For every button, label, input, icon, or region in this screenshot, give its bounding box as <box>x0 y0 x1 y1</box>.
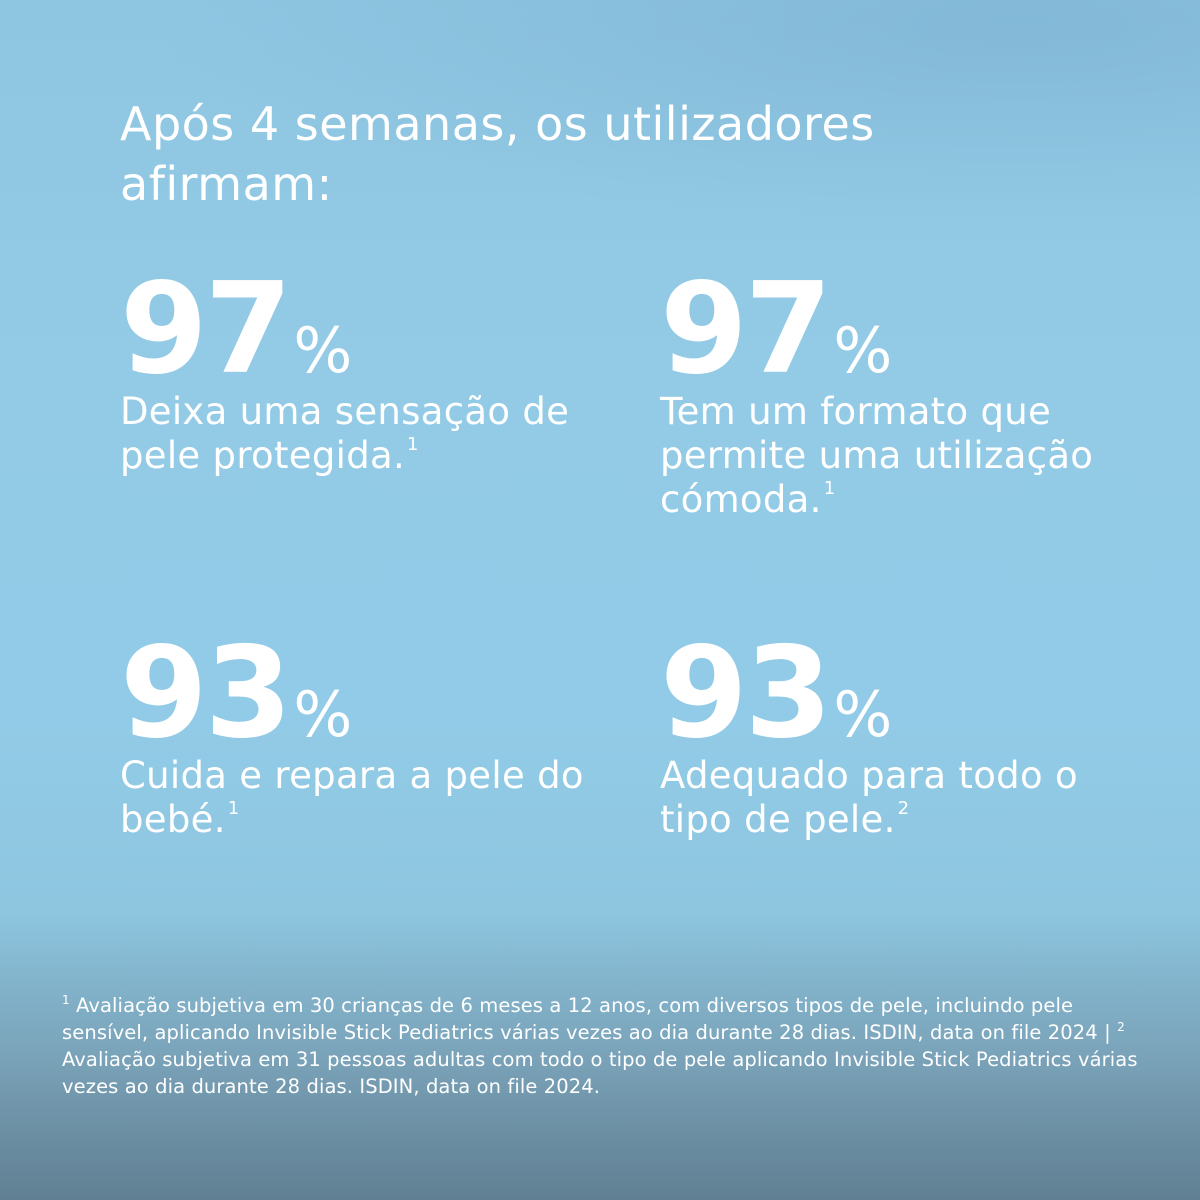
stat-description-text: Cuida e repara a pele do bebé. <box>120 754 584 841</box>
stat-cares-repairs: 93% Cuida e repara a pele do bebé. 1 <box>120 630 590 842</box>
stat-value: 93 <box>660 619 832 766</box>
stat-description-text: Adequado para todo o tipo de pele. <box>660 754 1078 841</box>
footnote-marker: 1 <box>62 993 70 1007</box>
footnote-reference: 1 <box>227 798 240 819</box>
footnote-text: Avaliação subjetiva em 31 pessoas adulta… <box>62 1048 1138 1098</box>
footnote-text: Avaliação subjetiva em 30 crianças de 6 … <box>62 994 1118 1044</box>
stat-protected-skin: 97% Deixa uma sensação de pele protegida… <box>120 266 590 478</box>
footnote-reference: 2 <box>897 798 910 819</box>
stat-comfortable-format: 97% Tem um formato que permite uma utili… <box>660 266 1130 522</box>
stat-unit: % <box>833 678 893 751</box>
stat-unit: % <box>293 314 353 387</box>
stat-number: 93% <box>120 630 590 756</box>
background-shade <box>0 0 1200 260</box>
stat-description-text: Deixa uma sensação de pele protegida. <box>120 390 570 477</box>
stat-description: Deixa uma sensação de pele protegida. 1 <box>120 390 590 478</box>
footnote-reference: 1 <box>407 434 419 455</box>
footnote-marker: 2 <box>1117 1020 1125 1034</box>
stat-unit: % <box>833 314 893 387</box>
stat-description: Tem um formato que permite uma utilizaçã… <box>660 390 1130 522</box>
stat-description-text: Tem um formato que permite uma utilizaçã… <box>660 390 1094 521</box>
stat-number: 97% <box>120 266 590 392</box>
stat-value: 93 <box>120 619 292 766</box>
headline: Após 4 semanas, os utilizadores afirmam: <box>120 97 875 211</box>
stat-description: Cuida e repara a pele do bebé. 1 <box>120 754 590 842</box>
stat-value: 97 <box>660 255 832 402</box>
stat-value: 97 <box>120 255 292 402</box>
footnotes: 1 Avaliação subjetiva em 30 crianças de … <box>62 992 1142 1100</box>
stat-description: Adequado para todo o tipo de pele. 2 <box>660 754 1130 842</box>
stat-all-skin-types: 93% Adequado para todo o tipo de pele. 2 <box>660 630 1130 842</box>
stat-number: 93% <box>660 630 1130 756</box>
footnote-reference: 1 <box>823 478 836 499</box>
stat-number: 97% <box>660 266 1130 392</box>
stat-unit: % <box>293 678 353 751</box>
